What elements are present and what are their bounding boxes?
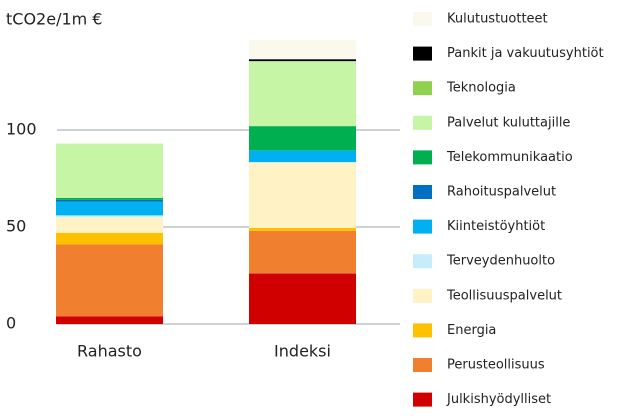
legend-label: Palvelut kuluttajille <box>447 115 570 130</box>
bar-segment <box>249 230 356 274</box>
bar-segment <box>249 162 356 228</box>
bar-segment <box>249 150 356 163</box>
legend-label: Teknologia <box>446 81 516 96</box>
legend-swatch <box>413 323 432 338</box>
x-tick-label: Indeksi <box>274 342 331 361</box>
legend-swatch <box>413 46 432 61</box>
x-tick-label: Rahasto <box>77 342 142 361</box>
bar-segment <box>56 316 163 324</box>
bar-segment <box>249 126 356 151</box>
legend-label: Teollisuuspalvelut <box>446 288 562 303</box>
legend-swatch <box>413 150 432 165</box>
y-tick-label: 100 <box>6 120 37 139</box>
legend-label: Terveydenhuolto <box>446 254 555 269</box>
legend-label: Telekommunikaatio <box>446 150 573 165</box>
legend-label: Pankit ja vakuutusyhtiöt <box>447 46 604 61</box>
legend-swatch <box>413 12 432 26</box>
bar-segment <box>249 59 356 62</box>
legend-label: Kiinteistöyhtiöt <box>447 219 545 234</box>
legend-swatch <box>413 392 432 407</box>
bar-segment <box>56 215 163 218</box>
legend-label: Energia <box>447 323 496 338</box>
bar-segment <box>56 143 163 198</box>
y-axis-label: tCO2e/1m € <box>6 10 102 29</box>
legend-label: Perusteollisuus <box>447 358 545 373</box>
bar-segment <box>56 201 163 216</box>
bar-segment <box>249 273 356 324</box>
legend-swatch <box>413 185 432 199</box>
bar-segment <box>249 227 356 231</box>
bar-segment <box>56 199 163 202</box>
legend-swatch <box>413 219 432 234</box>
legend-swatch <box>413 115 432 130</box>
bar-segment <box>56 232 163 245</box>
bar-segment <box>249 39 356 60</box>
bar-segment <box>56 197 163 200</box>
legend-label: Kulutustuotteet <box>447 12 548 27</box>
y-tick-label: 50 <box>6 217 26 236</box>
bar-segment <box>249 162 356 163</box>
bar-segment <box>56 244 163 317</box>
bar-segment <box>249 61 356 127</box>
legend-swatch <box>413 288 432 303</box>
legend-swatch <box>413 358 432 372</box>
y-tick-label: 0 <box>6 314 16 333</box>
legend-swatch <box>413 254 432 269</box>
bar-segment <box>56 217 163 233</box>
legend-label: Rahoituspalvelut <box>447 185 556 200</box>
legend-label: Julkishyödylliset <box>446 392 551 407</box>
legend-swatch <box>413 81 432 96</box>
